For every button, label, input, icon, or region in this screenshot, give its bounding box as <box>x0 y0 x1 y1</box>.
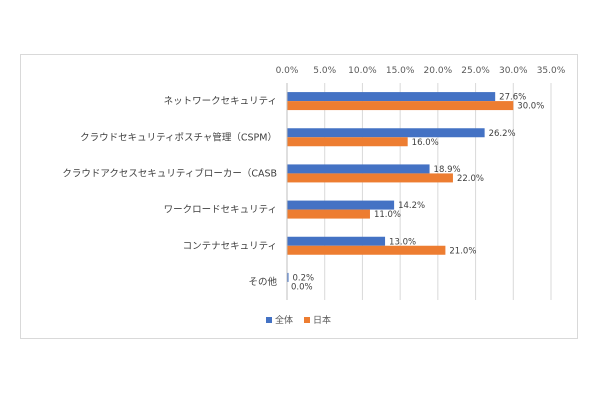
data-label: 11.0% <box>374 210 401 220</box>
data-label: 22.0% <box>457 174 484 184</box>
data-label: 14.2% <box>398 201 425 211</box>
bar-japan <box>287 137 408 147</box>
bar-japan <box>287 173 453 183</box>
data-label: 18.9% <box>434 165 461 175</box>
bar-all <box>287 200 395 210</box>
category-label: ネットワークセキュリティ <box>164 96 277 107</box>
data-label: 30.0% <box>517 102 544 112</box>
x-tick-label: 5.0% <box>313 66 336 76</box>
x-tick-label: 25.0% <box>461 66 490 76</box>
x-tick-label: 10.0% <box>348 66 377 76</box>
bar-japan <box>287 245 446 255</box>
category-label: コンテナセキュリティ <box>183 241 277 252</box>
x-tick-label: 35.0% <box>537 66 566 76</box>
bar-japan <box>287 209 370 219</box>
category-label: クラウドアクセスセキュリティブローカー（CASB <box>62 167 277 179</box>
x-tick-label: 20.0% <box>424 66 453 76</box>
bar-all <box>287 92 496 102</box>
bar-all <box>287 128 485 138</box>
data-label: 21.0% <box>449 246 476 256</box>
data-label: 27.6% <box>499 93 526 103</box>
x-tick-label: 15.0% <box>386 66 415 76</box>
chart-area: 0.0% 5.0% 10.0% 15.0% 20.0% 25.0% 30.0% 35.0% ネッ… <box>20 54 578 339</box>
bar-all <box>287 272 289 282</box>
data-label: 16.0% <box>412 138 439 148</box>
category-label: クラウドセキュリティポスチャ管理（CSPM） <box>80 131 277 143</box>
data-label: 0.0% <box>291 282 313 292</box>
data-label: 0.2% <box>293 273 315 283</box>
data-label: 26.2% <box>489 129 516 139</box>
data-label: 13.0% <box>389 237 416 247</box>
legend-swatch <box>304 317 310 323</box>
bar-chart: 0.0% 5.0% 10.0% 15.0% 20.0% 25.0% 30.0% 35.0% ネッ… <box>62 66 566 326</box>
category-label: ワークロードセキュリティ <box>164 205 277 216</box>
bar-all <box>287 164 430 174</box>
bar-all <box>287 236 386 246</box>
category-label: その他 <box>248 276 277 288</box>
bar-japan <box>287 101 514 111</box>
x-tick-label: 30.0% <box>499 66 528 76</box>
legend-label: 日本 <box>313 314 331 326</box>
legend-label: 全体 <box>275 314 293 326</box>
legend-swatch <box>266 317 272 323</box>
x-tick-label: 0.0% <box>276 66 299 76</box>
